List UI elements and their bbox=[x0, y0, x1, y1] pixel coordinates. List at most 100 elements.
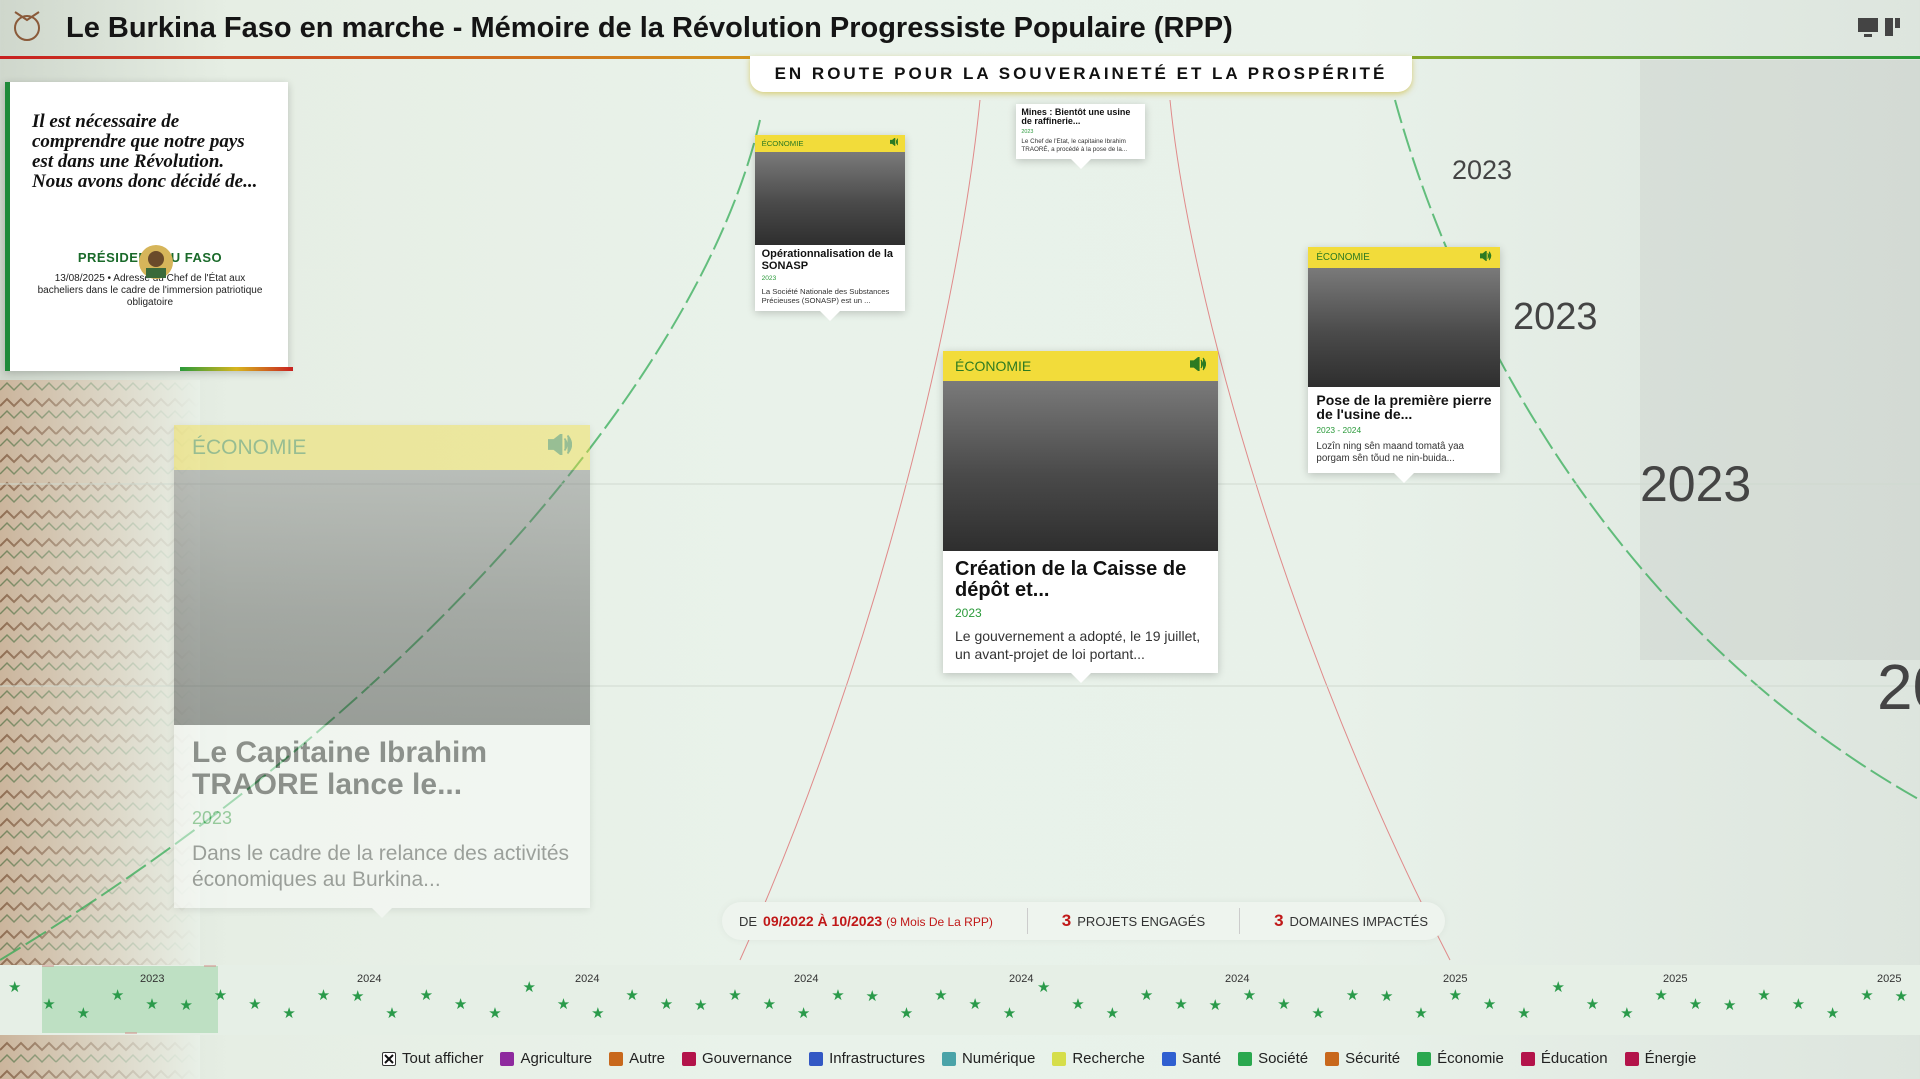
timeline-star[interactable]: ★ bbox=[934, 987, 947, 1004]
timeline-star[interactable]: ★ bbox=[625, 987, 638, 1004]
timeline-year[interactable]: 2024 bbox=[357, 973, 382, 985]
timeline-star[interactable]: ★ bbox=[763, 996, 776, 1013]
timeline-star[interactable]: ★ bbox=[1140, 987, 1153, 1004]
timeline-star[interactable]: ★ bbox=[180, 997, 193, 1014]
legend-item[interactable]: Santé bbox=[1161, 1050, 1221, 1067]
sound-icon[interactable] bbox=[547, 432, 573, 461]
timeline-star[interactable]: ★ bbox=[1003, 1005, 1016, 1022]
timeline-star[interactable]: ★ bbox=[145, 996, 158, 1013]
legend-item[interactable]: Tout afficher bbox=[382, 1050, 483, 1067]
year-marker: 2023 bbox=[1640, 456, 1752, 512]
timeline-star[interactable]: ★ bbox=[968, 996, 981, 1013]
legend-label: Recherche bbox=[1072, 1050, 1145, 1067]
timeline-star[interactable]: ★ bbox=[488, 1005, 501, 1022]
timeline-star[interactable]: ★ bbox=[8, 979, 21, 996]
sound-icon[interactable] bbox=[889, 137, 899, 148]
timeline-star[interactable]: ★ bbox=[111, 987, 124, 1004]
timeline-star[interactable]: ★ bbox=[694, 997, 707, 1014]
news-card[interactable]: ÉCONOMIE Le Capitaine Ibrahim TRAORE lanc… bbox=[174, 425, 590, 918]
news-card[interactable]: ÉCONOMIE Opérationnalisation de la SONASP… bbox=[755, 135, 905, 322]
projects-count: 3 bbox=[1061, 911, 1072, 930]
timeline-star[interactable]: ★ bbox=[214, 987, 227, 1004]
timeline-star[interactable]: ★ bbox=[831, 987, 844, 1004]
timeline-star[interactable]: ★ bbox=[1449, 987, 1462, 1004]
timeline-year[interactable]: 2024 bbox=[1225, 973, 1250, 985]
legend-item[interactable]: Éducation bbox=[1520, 1050, 1608, 1067]
timeline-star[interactable]: ★ bbox=[1792, 996, 1805, 1013]
timeline-star[interactable]: ★ bbox=[1414, 1005, 1427, 1022]
timeline-star[interactable]: ★ bbox=[1826, 1005, 1839, 1022]
timeline-year[interactable]: 2024 bbox=[575, 973, 600, 985]
timeline-star[interactable]: ★ bbox=[591, 1005, 604, 1022]
timeline-star[interactable]: ★ bbox=[1243, 987, 1256, 1004]
timeline-star[interactable]: ★ bbox=[420, 987, 433, 1004]
timeline-year[interactable]: 2025 bbox=[1877, 973, 1902, 985]
timeline-star[interactable]: ★ bbox=[1757, 987, 1770, 1004]
legend-item[interactable]: Sécurité bbox=[1325, 1050, 1400, 1067]
speaker bbox=[1189, 355, 1207, 373]
timeline-star[interactable]: ★ bbox=[454, 996, 467, 1013]
legend-swatch bbox=[1624, 1051, 1639, 1066]
quote-caption: 13/08/2025 • Adresse du Chef de l'État a… bbox=[37, 273, 263, 308]
timeline-star[interactable]: ★ bbox=[797, 1005, 810, 1022]
timeline-star[interactable]: ★ bbox=[1517, 1005, 1530, 1022]
timeline-star[interactable]: ★ bbox=[1723, 997, 1736, 1014]
card-header: ÉCONOMIE bbox=[943, 351, 1218, 381]
timeline-star[interactable]: ★ bbox=[866, 988, 879, 1005]
timeline-star[interactable]: ★ bbox=[728, 987, 741, 1004]
timeline-star[interactable]: ★ bbox=[1311, 1005, 1324, 1022]
timeline-year[interactable]: 2024 bbox=[1009, 973, 1034, 985]
timeline-star[interactable]: ★ bbox=[1209, 997, 1222, 1014]
timeline-star[interactable]: ★ bbox=[1380, 988, 1393, 1005]
timeline-year[interactable]: 2025 bbox=[1443, 973, 1468, 985]
timeline-star[interactable]: ★ bbox=[351, 988, 364, 1005]
timeline-star[interactable]: ★ bbox=[1620, 1005, 1633, 1022]
timeline-star[interactable]: ★ bbox=[1483, 996, 1496, 1013]
legend-item[interactable]: Numérique bbox=[941, 1050, 1035, 1067]
legend-item[interactable]: Gouvernance bbox=[682, 1050, 792, 1067]
news-card[interactable]: Mines : Bientôt une usine de raffinerie.… bbox=[1016, 104, 1145, 169]
timeline-year[interactable]: 2023 bbox=[140, 973, 165, 985]
timeline-star[interactable]: ★ bbox=[1586, 996, 1599, 1013]
timeline-star[interactable]: ★ bbox=[557, 996, 570, 1013]
legend-item[interactable]: Agriculture bbox=[500, 1050, 592, 1067]
legend-item[interactable]: Infrastructures bbox=[809, 1050, 925, 1067]
timeline-star[interactable]: ★ bbox=[1071, 996, 1084, 1013]
legend-item[interactable]: Recherche bbox=[1052, 1050, 1145, 1067]
timeline-star[interactable]: ★ bbox=[1689, 996, 1702, 1013]
news-card[interactable]: ÉCONOMIE Pose de la première pierre de l'… bbox=[1308, 247, 1500, 483]
quote-card[interactable]: Il est nécessaire de comprendre que notr… bbox=[5, 82, 293, 371]
timeline-star[interactable]: ★ bbox=[900, 1005, 913, 1022]
timeline-star[interactable]: ★ bbox=[77, 1005, 90, 1022]
timeline-star[interactable]: ★ bbox=[1106, 1005, 1119, 1022]
timeline-star[interactable]: ★ bbox=[523, 979, 536, 996]
timeline-star[interactable]: ★ bbox=[1346, 987, 1359, 1004]
legend-item[interactable]: Énergie bbox=[1624, 1050, 1697, 1067]
legend-item[interactable]: Autre bbox=[609, 1050, 665, 1067]
timeline-star[interactable]: ★ bbox=[248, 996, 261, 1013]
legend-label: Société bbox=[1258, 1050, 1309, 1067]
legend-swatch bbox=[1417, 1051, 1432, 1066]
timeline-star[interactable]: ★ bbox=[1895, 988, 1908, 1005]
timeline-star[interactable]: ★ bbox=[385, 1005, 398, 1022]
timeline-year[interactable]: 2024 bbox=[794, 973, 819, 985]
sound-icon[interactable] bbox=[1480, 250, 1492, 264]
news-card[interactable]: ÉCONOMIE Création de la Caisse de dépôt e… bbox=[943, 351, 1218, 683]
sound-icon[interactable] bbox=[1189, 355, 1207, 375]
timeline-star[interactable]: ★ bbox=[1552, 979, 1565, 996]
timeline-star[interactable]: ★ bbox=[282, 1005, 295, 1022]
legend-item[interactable]: Économie bbox=[1417, 1050, 1504, 1067]
timeline-star[interactable]: ★ bbox=[317, 987, 330, 1004]
legend-label: Énergie bbox=[1644, 1050, 1697, 1067]
timeline-star[interactable]: ★ bbox=[1037, 979, 1050, 996]
legend-label: Agriculture bbox=[520, 1050, 593, 1067]
card-year: 2023 bbox=[955, 606, 982, 620]
timeline-star[interactable]: ★ bbox=[660, 996, 673, 1013]
legend-item[interactable]: Société bbox=[1238, 1050, 1308, 1067]
timeline-star[interactable]: ★ bbox=[1860, 987, 1873, 1004]
timeline-star[interactable]: ★ bbox=[1174, 996, 1187, 1013]
timeline-star[interactable]: ★ bbox=[1654, 987, 1667, 1004]
timeline-year[interactable]: 2025 bbox=[1663, 973, 1688, 985]
timeline-star[interactable]: ★ bbox=[42, 996, 55, 1013]
timeline-star[interactable]: ★ bbox=[1277, 996, 1290, 1013]
